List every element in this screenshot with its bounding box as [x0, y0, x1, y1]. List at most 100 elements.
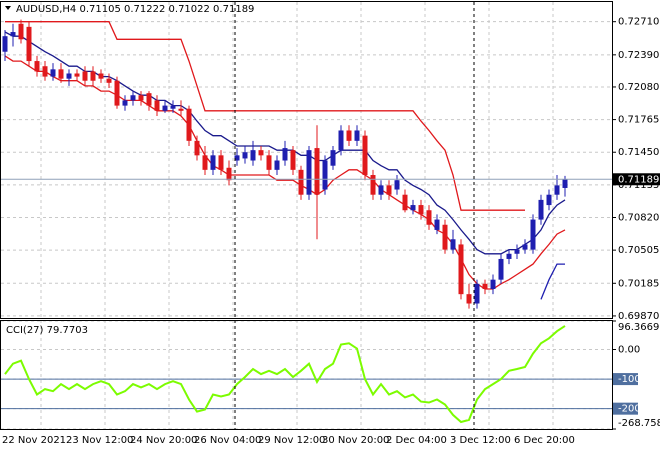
candle-body [82, 71, 88, 81]
x-tick-label: 6 Dec 20:00 [514, 435, 575, 446]
candle-body [546, 194, 552, 206]
x-tick-label: 23 Nov 12:00 [66, 435, 133, 446]
y-tick-label: 0.71135 [618, 180, 659, 191]
indicator-title: CCI(27) 79.7703 [6, 325, 88, 336]
candle-body [138, 95, 144, 101]
last-price-label: 0.71189 [618, 174, 659, 185]
x-tick-label: 26 Nov 04:00 [194, 435, 261, 446]
x-tick-label: 29 Nov 12:00 [258, 435, 325, 446]
y-tick-label: 0.72710 [618, 17, 659, 28]
candle-body [450, 239, 456, 250]
y-tick-label: 0.00 [618, 345, 640, 356]
candle-body [226, 167, 232, 181]
indicator-line [4, 55, 566, 290]
y-tick-label: 0.71765 [618, 115, 659, 126]
x-tick-label: 2 Dec 04:00 [386, 435, 447, 446]
candle-body [186, 108, 192, 141]
y-tick-label: 0.72390 [618, 50, 659, 61]
candle-body [162, 105, 168, 111]
candle-body [482, 283, 488, 289]
y-tick-label: -100 [618, 374, 641, 385]
candle-body [354, 130, 360, 141]
candle-body [210, 155, 216, 170]
cci-line [4, 325, 566, 424]
x-tick-label: 22 Nov 2021 [2, 435, 66, 446]
y-tick-label: 0.69870 [618, 311, 659, 322]
candle-body [154, 100, 160, 111]
candle-body [322, 160, 328, 190]
candle-body [538, 199, 544, 220]
candle-body [410, 205, 416, 211]
candle-body [2, 36, 8, 52]
candle-body [418, 205, 424, 215]
y-tick-label: 0.70820 [618, 213, 659, 224]
candle-body [266, 155, 272, 170]
candle-body [346, 130, 352, 141]
candle-body [242, 152, 248, 159]
y-tick-label: 0.71450 [618, 147, 659, 158]
candle-body [394, 180, 400, 190]
candle-body [130, 95, 136, 101]
y-tick-label: -200 [618, 404, 641, 415]
level-label-box [613, 373, 638, 386]
candle-body [274, 160, 280, 170]
candle-body [218, 155, 224, 170]
candle-body [466, 294, 472, 304]
candle-body [378, 185, 384, 195]
candle-body [314, 148, 320, 195]
candle-body [170, 105, 176, 109]
candle-body [362, 135, 368, 176]
candle-body [426, 210, 432, 225]
candle-body [234, 155, 240, 161]
indicator-frame [0, 320, 613, 430]
y-tick-label: -268.7587 [618, 418, 660, 429]
chart-title: AUDUSD,H4 0.71105 0.71222 0.71022 0.7118… [16, 4, 254, 15]
x-tick-label: 24 Nov 20:00 [130, 435, 197, 446]
candle-body [298, 169, 304, 195]
candle-body [290, 150, 296, 170]
level-label-box [613, 402, 638, 415]
candle-body [330, 150, 336, 166]
candle-body [34, 61, 40, 72]
candle-body [338, 130, 344, 151]
candle-body [458, 244, 464, 295]
x-tick-label: 3 Dec 12:00 [450, 435, 511, 446]
y-tick-label: 0.72080 [618, 82, 659, 93]
candle-body [10, 32, 16, 37]
candle-body [258, 150, 264, 156]
x-tick-label: 30 Nov 20:00 [322, 435, 389, 446]
candle-body [474, 283, 480, 304]
candle-body [498, 258, 504, 280]
candle-body [106, 78, 112, 83]
candle-body [530, 219, 536, 250]
title-icon [5, 6, 11, 10]
candle-body [434, 219, 440, 230]
candle-body [522, 244, 528, 250]
candle-body [26, 26, 32, 62]
candle-body [442, 224, 448, 250]
candle-body [202, 155, 208, 170]
candle-body [490, 279, 496, 289]
candle-body [114, 80, 120, 106]
main-frame [0, 1, 613, 319]
candle-body [18, 23, 24, 40]
candle-body [514, 249, 520, 254]
candle-body [250, 150, 256, 161]
candle-body [386, 185, 392, 195]
indicator-line [5, 21, 525, 211]
candle-body [194, 140, 200, 156]
candle-body [146, 93, 152, 106]
candle-body [122, 100, 128, 106]
last-price-box [613, 173, 660, 186]
candle-body [554, 185, 560, 195]
y-tick-label: 96.3669 [618, 322, 659, 333]
candle-body [370, 175, 376, 195]
candle-body [90, 71, 96, 81]
candle-body [50, 69, 56, 77]
y-tick-label: 0.70505 [618, 245, 659, 256]
candle-body [42, 66, 48, 77]
candle-body [562, 179, 568, 188]
